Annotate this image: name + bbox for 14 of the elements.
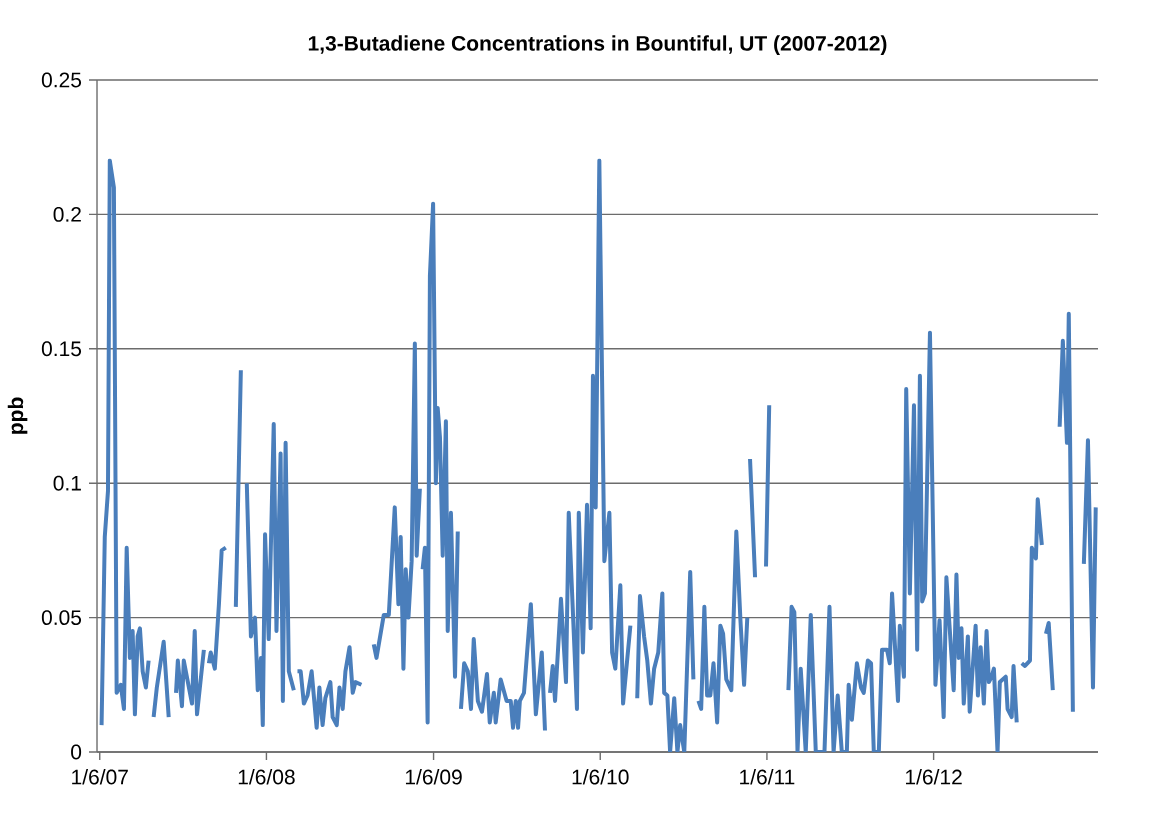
x-tick-label: 1/6/10 [572,769,629,785]
y-tick-label: 0.1 [53,475,81,491]
y-tick-label: 0 [71,744,82,760]
x-tick-label: 1/6/08 [238,769,295,785]
y-tick-label: 0.15 [41,341,82,357]
x-tick-label: 1/6/12 [906,769,962,785]
x-tick-label: 1/6/07 [72,769,128,785]
y-tick-label: 0.25 [41,72,82,88]
x-tick-label: 1/6/11 [740,769,795,785]
y-tick-label: 0.05 [41,610,82,626]
x-tick-label: 1/6/09 [405,769,462,785]
y-axis-title: ppb [7,397,28,434]
y-tick-label: 0.2 [53,206,81,222]
chart-title: 1,3-Butadiene Concentrations in Bountiful, UT (2007-2012) [308,35,887,55]
